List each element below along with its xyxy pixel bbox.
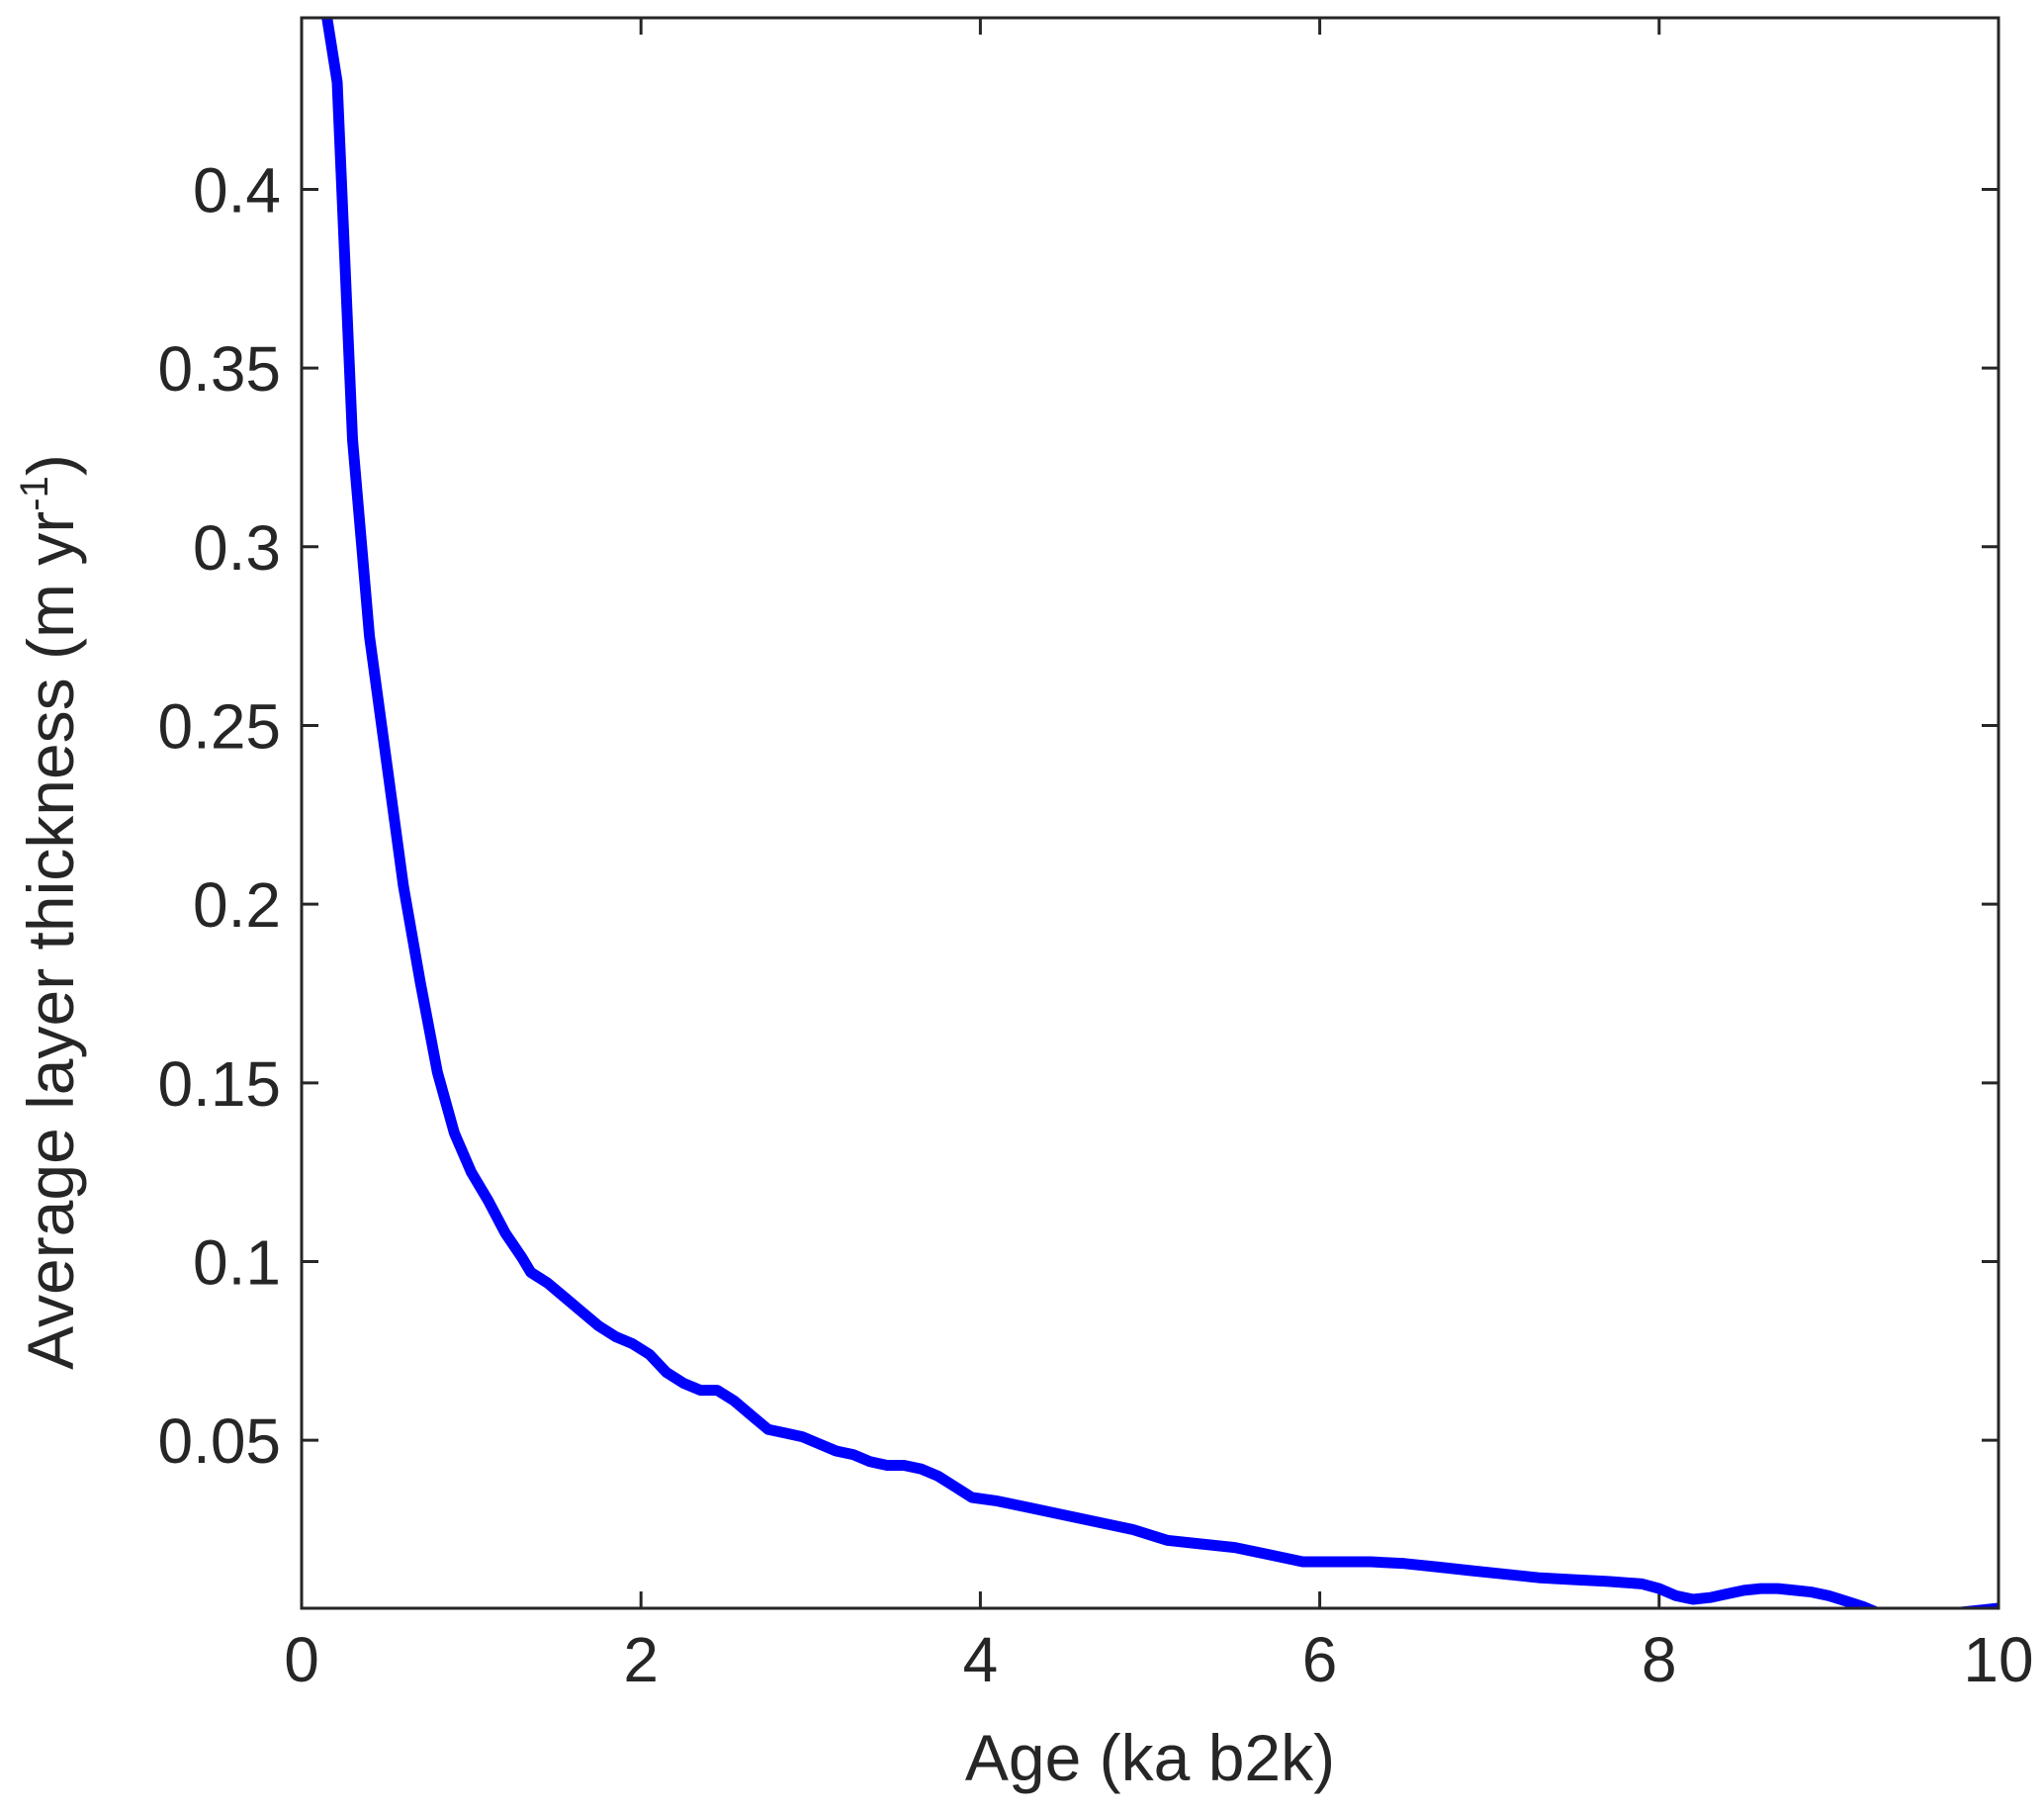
tick-labels: 0 2 4 6 8 10 0.05 0.1 0.15 0.2 0.25 0.3 0.35 0.4 (157, 154, 2033, 1695)
y-tick-label: 0.1 (193, 1226, 281, 1298)
y-tick-label: 0.3 (193, 512, 281, 584)
y-tick-label: 0.15 (157, 1048, 281, 1120)
x-tick-label: 2 (623, 1624, 659, 1695)
x-axis-title: Age (ka b2k) (965, 1721, 1335, 1794)
axes-box (300, 16, 2000, 1610)
x-tick-label: 10 (1963, 1624, 2033, 1695)
x-tick-label: 0 (284, 1624, 319, 1695)
y-tick-label: 0.35 (157, 333, 281, 405)
x-tick-label: 6 (1302, 1624, 1338, 1695)
y-axis-title-main: Average layer thickness (m yr (14, 511, 87, 1370)
y-axis-title: Average layer thickness (m yr-1) (13, 454, 87, 1370)
x-tick-label: 8 (1642, 1624, 1677, 1695)
y-axis-title-superscript: -1 (13, 476, 56, 511)
series-line (321, 18, 1999, 1608)
y-tick-label: 0.05 (157, 1405, 281, 1477)
y-tick-label: 0.2 (193, 869, 281, 941)
x-tick-label: 4 (963, 1624, 999, 1695)
y-axis-title-close: ) (14, 454, 87, 476)
y-tick-label: 0.25 (157, 690, 281, 762)
y-tick-label: 0.4 (193, 154, 281, 226)
plot-area (302, 18, 1999, 1608)
